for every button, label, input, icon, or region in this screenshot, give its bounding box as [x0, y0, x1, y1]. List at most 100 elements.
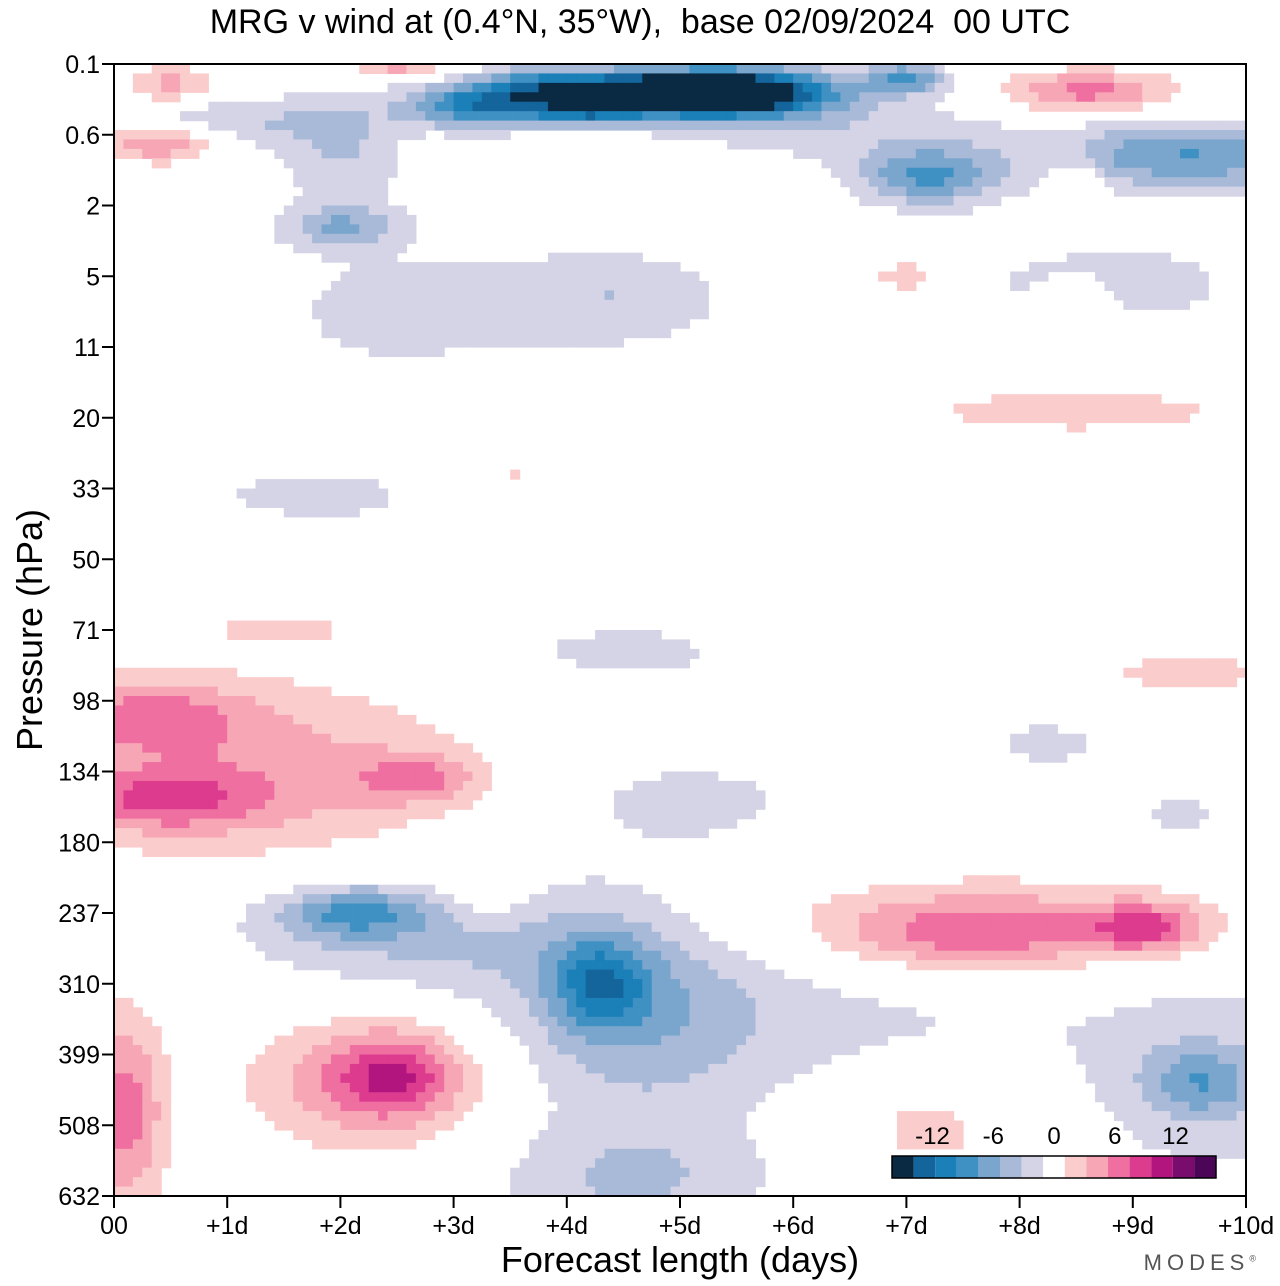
field-cell: [123, 667, 134, 678]
field-cell: [708, 1186, 719, 1196]
field-cell: [302, 780, 313, 791]
field-cell: [293, 780, 304, 791]
field-cell: [566, 1148, 577, 1159]
field-cell: [717, 988, 728, 999]
field-cell: [576, 941, 587, 952]
field-cell: [651, 1139, 662, 1150]
field-cell: [1217, 1082, 1228, 1093]
field-cell: [246, 818, 257, 829]
field-cell: [1161, 1111, 1172, 1122]
field-cell: [1029, 413, 1040, 424]
field-cell: [302, 186, 313, 197]
field-cell: [368, 1120, 379, 1131]
field-cell: [255, 828, 266, 839]
field-cell: [283, 771, 294, 782]
field-cell: [415, 950, 426, 961]
field-cell: [463, 1054, 474, 1065]
field-cell: [321, 818, 332, 829]
field-cell: [198, 771, 209, 782]
field-cell: [123, 1073, 134, 1084]
field-cell: [746, 809, 757, 820]
field-cell: [670, 130, 681, 141]
field-cell: [189, 82, 200, 93]
field-cell: [463, 903, 474, 914]
field-cell: [566, 1016, 577, 1027]
field-cell: [915, 931, 926, 942]
field-cell: [1047, 403, 1058, 414]
field-cell: [1076, 931, 1087, 942]
field-cell: [1076, 733, 1087, 744]
field-cell: [1010, 894, 1021, 905]
field-cell: [680, 1186, 691, 1196]
field-cell: [227, 790, 238, 801]
field-cell: [444, 894, 455, 905]
field-cell: [1198, 177, 1209, 188]
field-cell: [434, 780, 445, 791]
field-cell: [708, 73, 719, 84]
field-cell: [1104, 931, 1115, 942]
field-cell: [340, 177, 351, 188]
field-cell: [680, 931, 691, 942]
field-cell: [981, 950, 992, 961]
field-cell: [840, 73, 851, 84]
field-cell: [312, 1120, 323, 1131]
field-cell: [1217, 1073, 1228, 1084]
field-cell: [557, 1177, 568, 1188]
field-cell: [1189, 1063, 1200, 1074]
field-cell: [227, 111, 238, 122]
field-cell: [689, 988, 700, 999]
field-cell: [661, 1035, 672, 1046]
field-cell: [1000, 922, 1011, 933]
field-cell: [717, 1092, 728, 1103]
field-cell: [236, 771, 247, 782]
field-cell: [613, 979, 624, 990]
field-cell: [953, 931, 964, 942]
field-cell: [481, 988, 492, 999]
field-cell: [463, 111, 474, 122]
field-cell: [651, 894, 662, 905]
field-cell: [689, 1026, 700, 1037]
field-cell: [651, 931, 662, 942]
field-cell: [538, 64, 549, 75]
field-cell: [680, 82, 691, 93]
field-cell: [632, 1177, 643, 1188]
field-cell: [302, 507, 313, 518]
field-cell: [604, 82, 615, 93]
field-cell: [670, 1111, 681, 1122]
field-cell: [425, 280, 436, 291]
x-tick-label: +8d: [998, 1212, 1040, 1240]
field-cell: [151, 1158, 162, 1169]
field-cell: [368, 1092, 379, 1103]
field-cell: [1123, 262, 1134, 273]
field-cell: [378, 931, 389, 942]
field-cell: [755, 64, 766, 75]
field-cell: [746, 64, 757, 75]
field-cell: [1095, 1035, 1106, 1046]
field-cell: [632, 1082, 643, 1093]
field-cell: [566, 1082, 577, 1093]
field-cell: [1179, 403, 1190, 414]
field-cell: [321, 884, 332, 895]
field-cell: [1161, 922, 1172, 933]
field-cell: [925, 1139, 936, 1150]
field-cell: [123, 1120, 134, 1131]
field-cell: [114, 1035, 125, 1046]
field-cell: [406, 262, 417, 273]
field-cell: [991, 196, 1002, 207]
field-cell: [1095, 913, 1106, 924]
field-cell: [783, 979, 794, 990]
field-cell: [274, 224, 285, 235]
field-cell: [1170, 997, 1181, 1008]
field-cell: [538, 1035, 549, 1046]
field-cell: [661, 969, 672, 980]
field-cell: [1095, 262, 1106, 273]
field-cell: [585, 1063, 596, 1074]
field-cell: [859, 196, 870, 207]
field-cell: [519, 299, 530, 310]
field-cell: [415, 337, 426, 348]
field-cell: [1076, 252, 1087, 263]
field-cell: [519, 997, 530, 1008]
field-cell: [359, 799, 370, 810]
field-cell: [576, 979, 587, 990]
field-cell: [434, 913, 445, 924]
